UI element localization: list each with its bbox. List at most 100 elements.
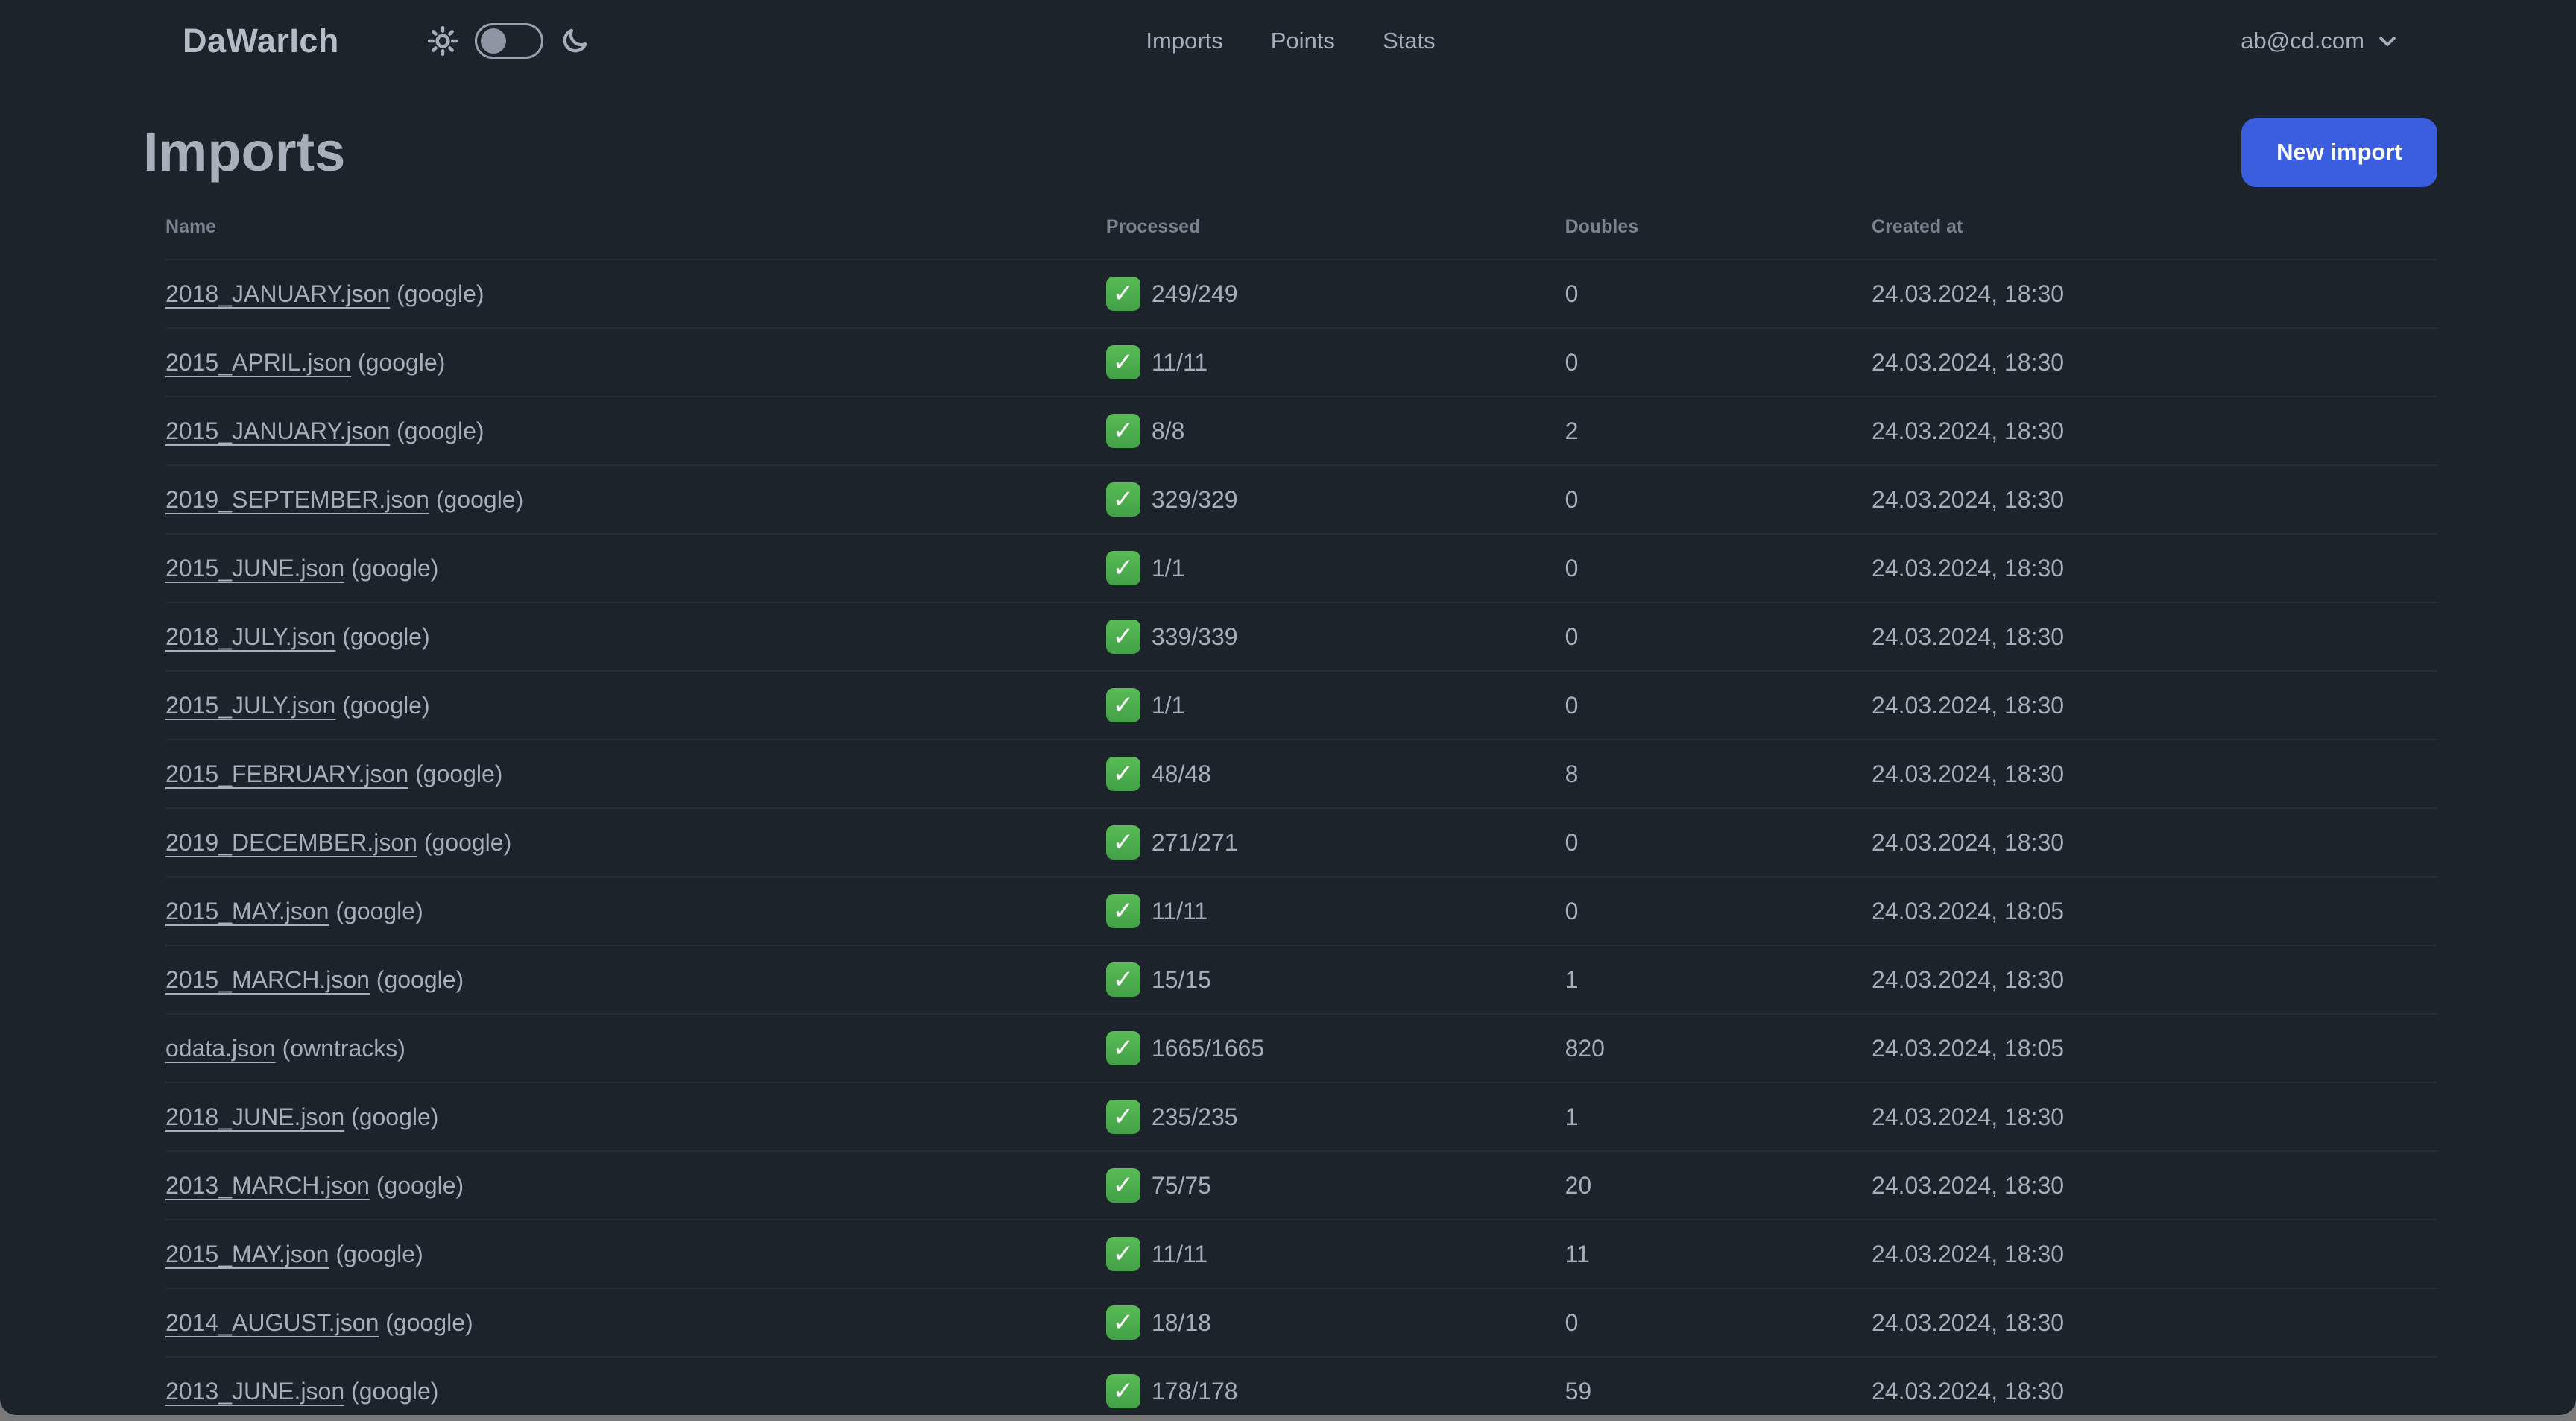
created-at-cell: 24.03.2024, 18:30 [1872,807,2437,877]
import-file-link[interactable]: 2014_AUGUST.json [165,1308,379,1336]
processed-cell: ✓ 1665/1665 [1105,1013,1565,1083]
import-source-label: (google) [397,417,484,444]
check-icon: ✓ [1105,345,1140,379]
processed-count: 18/18 [1151,1308,1211,1336]
check-icon: ✓ [1105,482,1140,517]
import-file-link[interactable]: odata.json [165,1034,276,1062]
name-cell: 2014_AUGUST.json (google) [165,1288,1106,1357]
processed-count: 1/1 [1151,691,1185,719]
processed-cell: ✓ 18/18 [1105,1288,1565,1357]
name-cell: 2015_JULY.json (google) [165,670,1106,740]
account-menu[interactable]: ab@cd.com [2241,28,2399,54]
check-icon: ✓ [1105,414,1140,448]
new-import-button[interactable]: New import [2241,117,2437,187]
import-file-link[interactable]: 2015_FEBRUARY.json [165,760,409,787]
processed-cell: ✓ 11/11 [1105,1219,1565,1288]
table-row: 2019_SEPTEMBER.json (google) ✓ 329/329 0… [165,464,2437,534]
doubles-cell: 0 [1565,259,1872,328]
import-file-link[interactable]: 2013_JUNE.json [165,1377,345,1405]
doubles-cell: 0 [1565,670,1872,740]
app-logo[interactable]: DaWarIch [183,22,339,60]
created-at-cell: 24.03.2024, 18:30 [1872,1356,2437,1415]
doubles-cell: 0 [1565,464,1872,534]
import-file-link[interactable]: 2015_JULY.json [165,691,336,719]
processed-cell: ✓ 235/235 [1105,1082,1565,1151]
doubles-cell: 0 [1565,1288,1872,1357]
navbar-left: DaWarIch [183,22,1146,60]
nav-item-stats[interactable]: Stats [1382,28,1436,54]
doubles-cell: 0 [1565,876,1872,945]
nav-item-points[interactable]: Points [1270,28,1335,54]
import-source-label: (google) [335,1240,423,1267]
import-source-label: (google) [342,623,430,650]
check-icon: ✓ [1105,1305,1140,1340]
created-at-cell: 24.03.2024, 18:30 [1872,1082,2437,1151]
created-at-cell: 24.03.2024, 18:30 [1872,602,2437,671]
import-file-link[interactable]: 2015_MAY.json [165,1240,329,1267]
name-cell: 2018_JULY.json (google) [165,602,1106,671]
created-at-cell: 24.03.2024, 18:30 [1872,1288,2437,1357]
doubles-cell: 0 [1565,327,1872,397]
import-file-link[interactable]: 2018_JANUARY.json [165,280,391,307]
table-row: 2013_JUNE.json (google) ✓ 178/178 59 24.… [165,1356,2437,1415]
import-file-link[interactable]: 2015_MAY.json [165,897,329,924]
table-row: 2018_JANUARY.json (google) ✓ 249/249 0 2… [165,259,2437,328]
check-icon: ✓ [1105,1168,1140,1203]
processed-cell: ✓ 329/329 [1105,464,1565,534]
name-cell: 2015_JANUARY.json (google) [165,396,1106,465]
doubles-cell: 1 [1565,945,1872,1014]
table-row: 2015_APRIL.json (google) ✓ 11/11 0 24.03… [165,327,2437,397]
processed-count: 271/271 [1151,828,1238,856]
import-file-link[interactable]: 2013_MARCH.json [165,1171,370,1199]
import-file-link[interactable]: 2015_JUNE.json [165,554,345,582]
processed-count: 11/11 [1151,897,1208,924]
created-at-cell: 24.03.2024, 18:05 [1872,1013,2437,1083]
import-source-label: (google) [351,554,439,582]
processed-cell: ✓ 1/1 [1105,533,1565,602]
processed-count: 329/329 [1151,485,1238,513]
processed-cell: ✓ 75/75 [1105,1150,1565,1220]
import-file-link[interactable]: 2019_DECEMBER.json [165,828,417,856]
name-cell: 2015_APRIL.json (google) [165,327,1106,397]
import-file-link[interactable]: 2015_JANUARY.json [165,417,391,444]
processed-cell: ✓ 8/8 [1105,396,1565,465]
processed-count: 1665/1665 [1151,1034,1265,1062]
created-at-cell: 24.03.2024, 18:30 [1872,327,2437,397]
processed-count: 11/11 [1151,348,1208,376]
table-row: 2015_JUNE.json (google) ✓ 1/1 0 24.03.20… [165,533,2437,602]
created-at-cell: 24.03.2024, 18:30 [1872,739,2437,808]
check-icon: ✓ [1105,825,1140,860]
nav-item-imports[interactable]: Imports [1146,28,1223,54]
doubles-cell: 59 [1565,1356,1872,1415]
name-cell: 2018_JUNE.json (google) [165,1082,1106,1151]
name-cell: 2015_MARCH.json (google) [165,945,1106,1014]
imports-table: Name Processed Doubles Created at 2018_J… [165,209,2437,1415]
created-at-cell: 24.03.2024, 18:30 [1872,1219,2437,1288]
check-icon: ✓ [1105,1100,1140,1134]
import-file-link[interactable]: 2018_JUNE.json [165,1103,345,1130]
table-row: 2013_MARCH.json (google) ✓ 75/75 20 24.0… [165,1150,2437,1220]
account-email: ab@cd.com [2241,28,2364,54]
import-file-link[interactable]: 2018_JULY.json [165,623,336,650]
import-source-label: (google) [351,1103,439,1130]
table-row: 2015_MAY.json (google) ✓ 11/11 11 24.03.… [165,1219,2437,1288]
processed-cell: ✓ 249/249 [1105,259,1565,328]
import-file-link[interactable]: 2019_SEPTEMBER.json [165,485,429,513]
import-file-link[interactable]: 2015_MARCH.json [165,965,370,993]
import-file-link[interactable]: 2015_APRIL.json [165,348,352,376]
theme-switch[interactable] [474,23,543,59]
doubles-cell: 1 [1565,1082,1872,1151]
table-row: 2015_JANUARY.json (google) ✓ 8/8 2 24.03… [165,396,2437,465]
import-source-label: (google) [397,280,484,307]
chevron-down-icon [2379,37,2396,46]
processed-count: 178/178 [1151,1377,1238,1405]
processed-count: 15/15 [1151,965,1211,993]
table-row: 2015_FEBRUARY.json (google) ✓ 48/48 8 24… [165,739,2437,808]
top-navbar: DaWarIch [0,0,2576,82]
main-nav: Imports Points Stats [1146,28,1435,54]
created-at-cell: 24.03.2024, 18:30 [1872,533,2437,602]
processed-cell: ✓ 178/178 [1105,1356,1565,1415]
processed-count: 11/11 [1151,1240,1208,1267]
theme-toggle [427,23,590,59]
check-icon: ✓ [1105,551,1140,585]
